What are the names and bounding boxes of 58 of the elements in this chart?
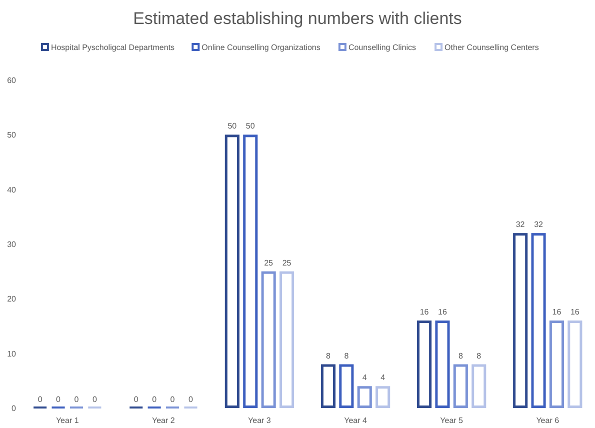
data-label: 25 xyxy=(282,258,292,268)
y-tick-label: 60 xyxy=(7,76,17,85)
data-label: 50 xyxy=(246,122,256,131)
bar xyxy=(435,320,450,408)
data-label: 16 xyxy=(570,308,580,317)
bar xyxy=(513,233,528,408)
data-label: 0 xyxy=(170,395,176,404)
data-label: 25 xyxy=(264,258,274,268)
bar xyxy=(243,134,258,408)
data-label: 4 xyxy=(380,373,386,382)
bar xyxy=(376,386,390,408)
x-tick-label: Year 5 xyxy=(440,416,464,425)
data-label: 8 xyxy=(458,351,464,360)
legend-label: Online Counselling Organizations xyxy=(202,43,320,52)
y-tick-label: 30 xyxy=(7,240,17,249)
bar xyxy=(339,364,354,408)
bar xyxy=(472,364,486,408)
data-label: 8 xyxy=(476,351,482,360)
data-label: 0 xyxy=(38,395,43,404)
data-label: 16 xyxy=(438,308,448,317)
data-label: 16 xyxy=(420,308,430,317)
data-label: 50 xyxy=(228,122,238,131)
x-tick-label: Year 1 xyxy=(56,416,80,425)
data-label: 0 xyxy=(134,395,139,404)
y-tick-label: 0 xyxy=(12,404,17,413)
bar xyxy=(416,320,432,408)
bar xyxy=(357,386,372,408)
data-label: 32 xyxy=(534,220,544,230)
data-label: 32 xyxy=(516,220,526,230)
bar xyxy=(320,364,336,408)
data-label: 0 xyxy=(56,395,62,404)
y-tick-label: 20 xyxy=(7,294,17,304)
bar xyxy=(261,271,276,408)
x-tick-label: Year 3 xyxy=(248,416,272,425)
data-label: 0 xyxy=(74,395,80,404)
y-tick-label: 10 xyxy=(7,349,17,358)
chart-title: Estimated establishing numbers with clients xyxy=(133,9,462,28)
bar xyxy=(453,364,468,408)
legend-label: Counselling Clinics xyxy=(348,43,416,52)
data-label: 0 xyxy=(92,395,98,404)
y-tick-label: 40 xyxy=(7,185,17,194)
y-tick-label: 50 xyxy=(7,130,17,140)
data-label: 4 xyxy=(362,373,368,382)
data-label: 8 xyxy=(344,351,350,360)
data-label: 16 xyxy=(552,308,562,317)
bar xyxy=(224,134,240,408)
x-tick-label: Year 2 xyxy=(152,416,176,425)
bar xyxy=(549,320,564,408)
bar xyxy=(568,320,582,408)
x-tick-label: Year 4 xyxy=(344,416,368,425)
data-label: 0 xyxy=(188,395,194,404)
legend-label: Other Counselling Centers xyxy=(444,43,539,52)
bar xyxy=(279,271,294,408)
data-label: 8 xyxy=(326,351,331,360)
legend-label: Hospital Pyscholigcal Departments xyxy=(50,43,175,52)
data-label: 0 xyxy=(152,395,158,404)
bar xyxy=(531,233,546,408)
x-tick-label: Year 6 xyxy=(536,416,560,425)
